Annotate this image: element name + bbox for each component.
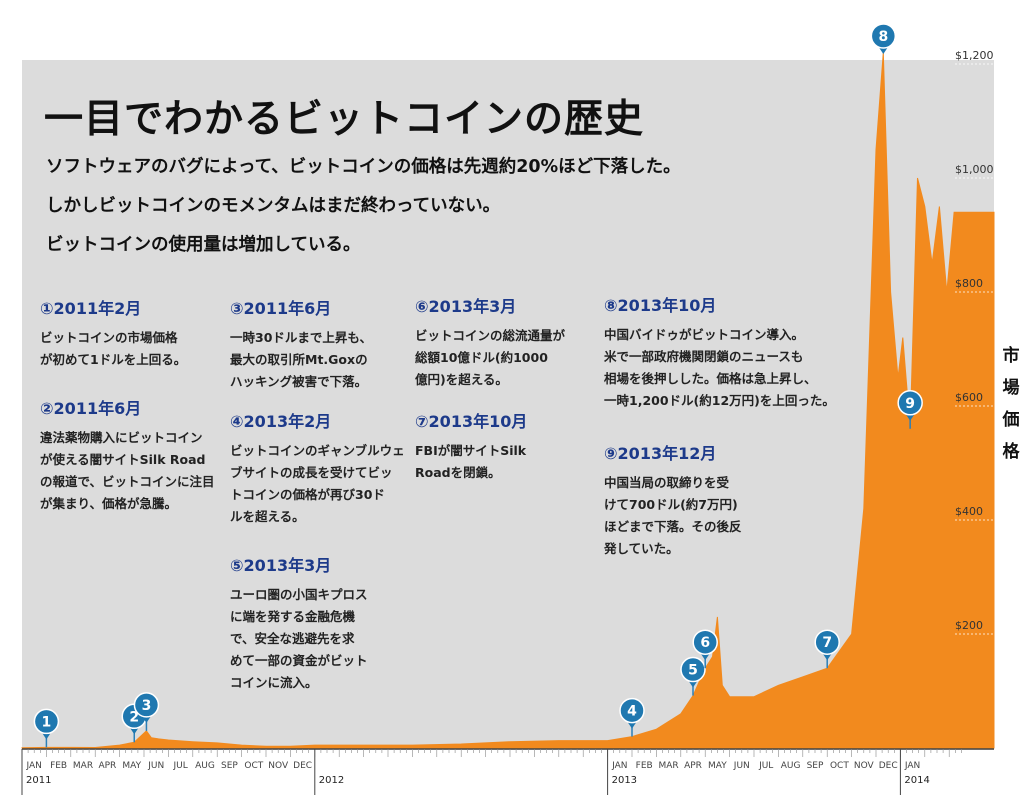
x-tick-label: JUL	[758, 761, 773, 771]
marker-badge	[897, 390, 923, 416]
marker-badge	[133, 692, 160, 718]
event-7: ⑦2013年10月 FBIが闇サイトSilk Roadを閉鎖。	[415, 408, 605, 484]
y-tick-label: $800	[955, 277, 983, 290]
y-tick-label: $1,000	[955, 163, 994, 176]
event-9: ⑨2013年12月 中国当局の取締りを受 けて700ドル(約7万円) ほどまで下…	[604, 440, 804, 560]
x-tick-label: AUG	[781, 761, 801, 771]
marker-label: 7	[822, 635, 832, 651]
x-tick-label: OCT	[244, 761, 263, 771]
event-2-heading: ②2011年6月	[40, 399, 142, 418]
x-tick-label: JUN	[147, 761, 164, 771]
x-tick-label: JAN	[611, 761, 627, 771]
x-tick-label: MAR	[659, 761, 679, 771]
event-4: ④2013年2月 ビットコインのギャンブルウェ ブサイトの成長を受けてビッ トコ…	[230, 408, 420, 528]
x-tick-label: MAR	[73, 761, 93, 771]
event-8-heading: ⑧2013年10月	[604, 296, 717, 315]
event-8-body: 中国バイドゥがビットコイン導入。 米で一部政府機関閉鎖のニュースも 相場を後押し…	[604, 327, 835, 408]
x-tick-label: FEB	[50, 761, 67, 771]
year-label: 2013	[612, 775, 637, 786]
marker-label: 8	[878, 29, 888, 45]
x-tick-label: NOV	[854, 761, 875, 771]
marker-label: 9	[905, 396, 915, 412]
x-tick-label: DEC	[293, 761, 312, 771]
x-tick-label: APR	[684, 761, 702, 771]
marker-label: 1	[42, 714, 52, 730]
marker-badge	[692, 629, 718, 655]
y-tick-label: $200	[955, 619, 983, 632]
page-title: 一目でわかるビットコインの歴史	[44, 97, 645, 142]
x-tick-label: APR	[98, 761, 116, 771]
event-1-heading: ①2011年2月	[40, 299, 142, 318]
x-tick-label: MAY	[708, 761, 727, 771]
price-area	[21, 52, 995, 749]
event-6-body: ビットコインの総流通量が 総額10億ドル(約1000 億円)を超える。	[415, 328, 566, 387]
x-tick-label: NOV	[268, 761, 289, 771]
event-1: ①2011年2月 ビットコインの市場価格 が初めて1ドルを上回る。	[40, 295, 230, 371]
x-tick-label: JUN	[733, 761, 750, 771]
event-5: ⑤2013年3月 ユーロ圏の小国キプロス に端を発する金融危機 で、安全な逃避先…	[230, 552, 420, 694]
x-tick-label: FEB	[636, 761, 653, 771]
marker-badge	[680, 656, 706, 683]
year-label: 2014	[904, 775, 929, 786]
event-1-body: ビットコインの市場価格 が初めて1ドルを上回る。	[40, 330, 187, 367]
event-9-body: 中国当局の取締りを受 けて700ドル(約7万円) ほどまで下落。その後反 発して…	[604, 475, 742, 556]
marker-badge	[619, 697, 645, 724]
lead-line-3: ビットコインの使用量は増加している。	[46, 235, 361, 255]
event-7-heading: ⑦2013年10月	[415, 412, 528, 431]
event-4-heading: ④2013年2月	[230, 412, 332, 431]
marker-badge	[33, 708, 60, 735]
lead-line-2: しかしビットコインのモメンタムはまだ終わっていない。	[46, 196, 501, 216]
event-2: ②2011年6月 違法薬物購入にビットコイン が使える闇サイトSilk Road…	[40, 395, 230, 515]
event-6: ⑥2013年3月 ビットコインの総流通量が 総額10億ドル(約1000 億円)を…	[415, 293, 605, 391]
x-tick-label: OCT	[830, 761, 849, 771]
x-tick-label: AUG	[195, 761, 215, 771]
marker-label: 5	[688, 663, 698, 679]
x-tick-label: SEP	[807, 761, 824, 771]
year-label: 2011	[26, 775, 51, 786]
marker-label: 3	[142, 698, 152, 714]
marker-label: 4	[627, 704, 637, 720]
event-2-body: 違法薬物購入にビットコイン が使える闇サイトSilk Road の報道で、ビット…	[40, 430, 215, 511]
y-tick-label: $600	[955, 391, 983, 404]
event-6-heading: ⑥2013年3月	[415, 297, 517, 316]
event-3-heading: ③2011年6月	[230, 299, 332, 318]
event-7-body: FBIが闇サイトSilk Roadを閉鎖。	[415, 443, 527, 480]
marker-label: 6	[700, 635, 710, 651]
event-8: ⑧2013年10月 中国バイドゥがビットコイン導入。 米で一部政府機関閉鎖のニュ…	[604, 292, 904, 412]
y-tick-label: $400	[955, 505, 983, 518]
marker-label: 2	[129, 709, 139, 725]
x-tick-label: SEP	[221, 761, 238, 771]
x-tick-label: JUL	[172, 761, 187, 771]
event-3: ③2011年6月 一時30ドルまで上昇も、 最大の取引所Mt.Goxの ハッキン…	[230, 295, 420, 393]
x-tick-label: DEC	[879, 761, 898, 771]
y-tick-label: $1,200	[955, 49, 994, 62]
event-5-heading: ⑤2013年3月	[230, 556, 332, 575]
x-tick-label: JAN	[904, 761, 920, 771]
event-4-body: ビットコインのギャンブルウェ ブサイトの成長を受けてビッ トコインの価格が再び3…	[230, 443, 405, 524]
year-label: 2012	[319, 775, 344, 786]
lead-line-1: ソフトウェアのバグによって、ビットコインの価格は先週約20%ほど下落した。	[46, 157, 681, 177]
marker-badge	[814, 629, 840, 655]
y-axis-label: 市場価格	[1002, 346, 1020, 462]
x-tick-label: JAN	[26, 761, 42, 771]
marker-badge	[870, 23, 897, 49]
event-9-heading: ⑨2013年12月	[604, 444, 717, 463]
event-3-body: 一時30ドルまで上昇も、 最大の取引所Mt.Goxの ハッキング被害で下落。	[230, 330, 373, 389]
event-5-body: ユーロ圏の小国キプロス に端を発する金融危機 で、安全な逃避先を求 めて一部の資…	[230, 587, 368, 690]
x-tick-label: MAY	[122, 761, 141, 771]
